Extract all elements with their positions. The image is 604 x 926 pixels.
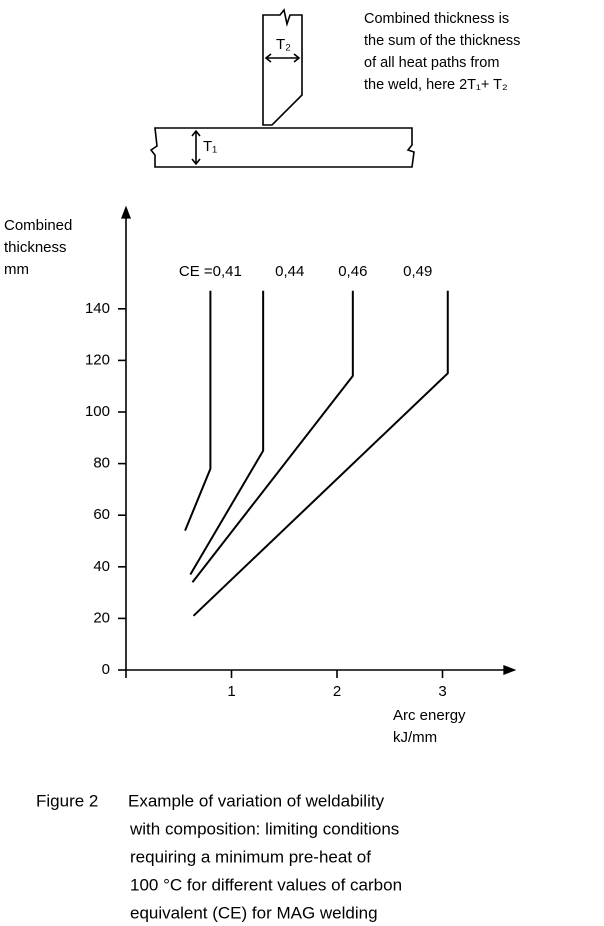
weld-diagram: T₂ T₁	[149, 8, 415, 168]
vertical-plate	[262, 8, 303, 126]
caption-line: Example of variation of weldability	[128, 791, 385, 810]
series-label: 0,46	[338, 263, 367, 280]
y-tick-label: 140	[85, 300, 110, 317]
caption-line: equivalent (CE) for MAG welding	[130, 903, 378, 922]
note-line: the weld, here 2T₁+ T₂	[364, 77, 508, 93]
note-line: of all heat paths from	[364, 55, 499, 71]
y-axis-arrow	[121, 205, 131, 219]
series-label: 0,44	[275, 263, 304, 280]
x-tick-label: 3	[438, 683, 446, 700]
y-tick-label: 80	[93, 455, 110, 472]
y-axis-label: mm	[4, 261, 29, 278]
x-axis-arrow	[503, 665, 517, 675]
y-tick-label: 120	[85, 351, 110, 368]
caption-line: with composition: limiting conditions	[129, 819, 399, 838]
x-axis-label: kJ/mm	[393, 729, 437, 746]
y-axis-label: Combined	[4, 217, 72, 234]
series-line	[189, 290, 265, 576]
y-tick-label: 100	[85, 403, 110, 420]
horizontal-plate	[149, 127, 415, 168]
caption-lead: Figure 2	[36, 791, 98, 810]
caption-line: requiring a minimum pre-heat of	[130, 847, 371, 866]
t2-arrows	[264, 53, 301, 63]
series-label: CE =0,41	[179, 263, 242, 280]
note: Combined thickness is the sum of the thic…	[364, 11, 520, 93]
caption-line: 100 °C for different values of carbon	[130, 875, 402, 894]
note-line: the sum of the thickness	[364, 33, 520, 49]
x-tick-label: 1	[227, 683, 235, 700]
t1-arrows	[191, 129, 201, 166]
series-label: 0,49	[403, 263, 432, 280]
caption: Figure 2 Example of variation of weldabi…	[36, 791, 402, 922]
series-line	[192, 290, 449, 617]
t2-label: T₂	[276, 36, 291, 53]
x-tick-label: 2	[333, 683, 341, 700]
series-line	[191, 290, 354, 583]
t1-label: T₁	[203, 138, 217, 155]
series-line	[184, 290, 212, 532]
y-tick-label: 0	[102, 661, 110, 678]
chart: 0 20 40 60 80 100 120 140 1 2 3 Combined thickness mm…	[4, 205, 517, 746]
x-axis-label: Arc energy	[393, 707, 466, 724]
y-tick-label: 40	[93, 558, 110, 575]
y-tick-label: 60	[93, 506, 110, 523]
note-line: Combined thickness is	[364, 11, 509, 27]
y-axis-label: thickness	[4, 239, 67, 256]
y-tick-label: 20	[93, 609, 110, 626]
